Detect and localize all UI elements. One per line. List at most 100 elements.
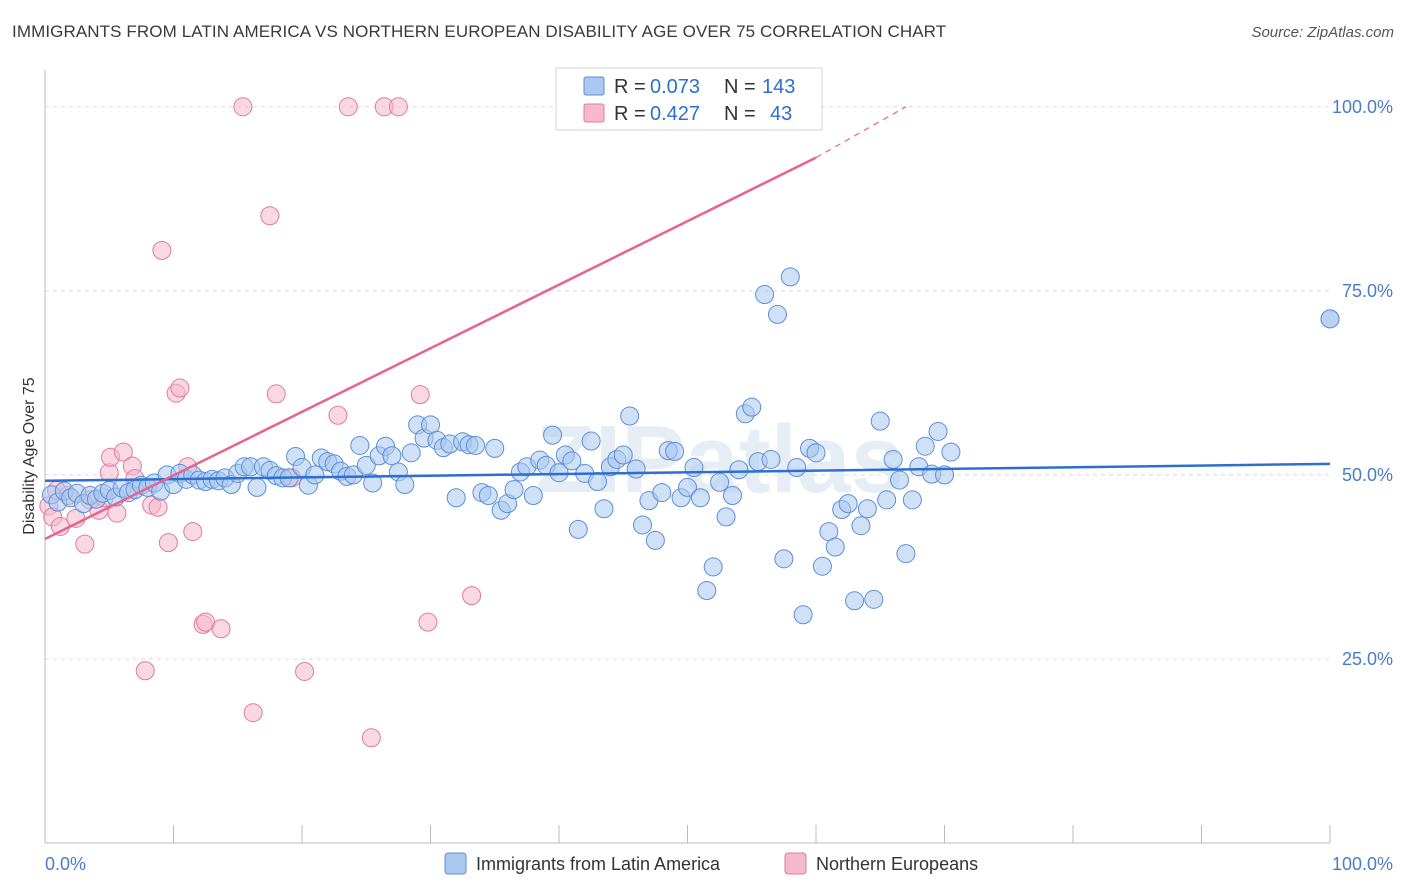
point-northern-europeans	[266, 384, 286, 404]
y-tick-label: 25.0%	[1342, 649, 1393, 669]
trend-line-northern-europeans	[44, 156, 817, 541]
y-axis-title: Disability Age Over 75	[21, 377, 38, 535]
point-latin-america	[838, 494, 858, 514]
point-latin-america	[343, 465, 363, 485]
source-label: Source: ZipAtlas.com	[1251, 24, 1394, 41]
point-latin-america	[633, 515, 653, 535]
point-latin-america	[902, 490, 922, 510]
point-latin-america	[812, 556, 832, 576]
point-northern-europeans	[183, 522, 203, 542]
legend-swatch-latin-america	[444, 852, 467, 875]
point-latin-america	[935, 465, 954, 485]
legend-label-latin-america: Immigrants from Latin America	[476, 854, 721, 874]
point-latin-america	[594, 499, 614, 519]
point-northern-europeans	[338, 97, 358, 117]
grid	[45, 106, 1330, 660]
legend-n-value: 143	[762, 76, 795, 98]
point-latin-america	[729, 460, 749, 480]
point-northern-europeans	[135, 661, 155, 681]
axes	[44, 70, 1331, 844]
point-latin-america	[710, 472, 730, 492]
point-northern-europeans	[158, 533, 178, 553]
point-latin-america	[915, 436, 935, 456]
point-latin-america	[626, 459, 646, 479]
point-latin-america	[401, 443, 421, 463]
y-tick-label: 100.0%	[1332, 97, 1393, 117]
point-latin-america	[825, 537, 845, 557]
point-latin-america	[941, 442, 961, 462]
point-northern-europeans	[295, 661, 315, 681]
point-latin-america	[613, 445, 633, 465]
point-latin-america	[851, 516, 871, 536]
point-latin-america	[755, 285, 775, 305]
point-latin-america	[722, 486, 742, 506]
point-latin-america	[665, 441, 685, 461]
legend-r-label: R =	[614, 103, 646, 125]
y-tick-label: 75.0%	[1342, 281, 1393, 301]
point-latin-america	[543, 425, 563, 445]
legend-swatch-pink	[583, 103, 605, 123]
x-tick-label: 0.0%	[45, 854, 86, 874]
point-latin-america	[247, 477, 267, 497]
point-latin-america	[761, 449, 781, 469]
point-latin-america	[742, 397, 762, 417]
point-latin-america	[678, 477, 697, 497]
point-latin-america	[562, 451, 582, 471]
point-northern-europeans	[410, 385, 430, 405]
point-latin-america	[883, 449, 903, 469]
point-latin-america	[485, 438, 505, 458]
series-legend: Immigrants from Latin America Northern E…	[444, 852, 978, 875]
y-tick-label: 50.0%	[1342, 465, 1393, 485]
point-latin-america	[504, 480, 524, 500]
point-latin-america	[793, 605, 813, 625]
point-latin-america	[568, 519, 588, 539]
point-latin-america	[780, 267, 800, 287]
point-latin-america	[620, 406, 640, 426]
x-tick-label: 100.0%	[1332, 854, 1393, 874]
point-northern-europeans	[75, 534, 95, 554]
point-northern-europeans	[148, 497, 168, 517]
point-latin-america	[697, 580, 717, 600]
point-northern-europeans	[462, 586, 482, 606]
point-latin-america	[716, 507, 736, 527]
point-latin-america	[652, 483, 672, 503]
point-northern-europeans	[243, 703, 263, 723]
legend-r-value: 0.073	[650, 76, 700, 98]
point-northern-europeans	[170, 378, 190, 398]
point-latin-america	[581, 431, 601, 451]
point-latin-america	[877, 490, 897, 510]
legend-n-label: N =	[724, 76, 756, 98]
point-latin-america	[845, 591, 865, 611]
point-latin-america	[588, 472, 608, 492]
point-northern-europeans	[152, 240, 172, 260]
legend-label-northern-europeans: Northern Europeans	[816, 854, 978, 874]
point-latin-america	[928, 421, 948, 441]
point-latin-america	[857, 499, 877, 519]
point-northern-europeans	[196, 612, 216, 632]
point-latin-america	[356, 455, 376, 475]
point-latin-america	[645, 530, 665, 550]
point-northern-europeans	[361, 728, 381, 748]
point-latin-america	[446, 488, 466, 508]
chart-title: IMMIGRANTS FROM LATIN AMERICA VS NORTHER…	[12, 22, 947, 41]
point-latin-america	[896, 544, 916, 564]
point-northern-europeans	[328, 405, 348, 425]
point-northern-europeans	[233, 97, 253, 117]
trend-lines	[44, 106, 1331, 541]
legend-swatch-northern-europeans	[784, 852, 807, 875]
point-northern-europeans	[388, 97, 408, 117]
legend-n-value: 43	[770, 103, 792, 125]
series-latin-america	[41, 267, 1340, 625]
point-latin-america	[767, 304, 787, 324]
legend-r-label: R =	[614, 76, 646, 98]
point-northern-europeans	[260, 206, 280, 226]
point-latin-america	[305, 465, 325, 485]
point-latin-america	[382, 446, 402, 466]
tick-labels: 25.0% 50.0% 75.0% 100.0% 0.0% 100.0%	[45, 97, 1393, 874]
point-latin-america	[864, 589, 884, 609]
point-latin-america	[806, 443, 826, 463]
point-northern-europeans	[113, 442, 133, 462]
point-northern-europeans	[418, 612, 438, 632]
trend-extension-northern-europeans	[815, 106, 907, 159]
